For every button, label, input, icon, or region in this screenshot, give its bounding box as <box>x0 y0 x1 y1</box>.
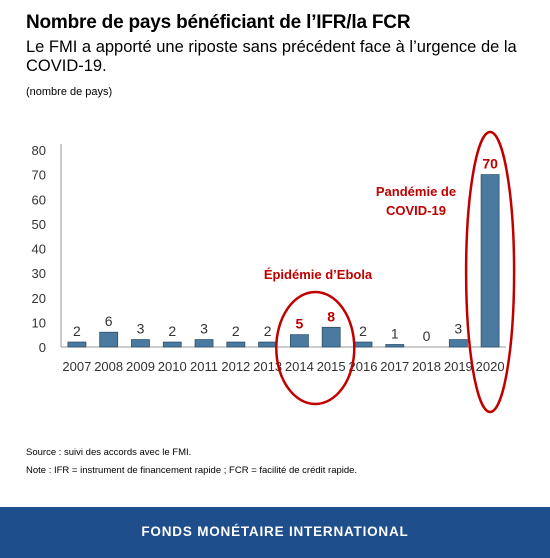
bar-2012 <box>226 341 246 348</box>
x-tick-label: 2007 <box>62 359 91 374</box>
abbreviation-note: Note : IFR = instrument de financement r… <box>26 465 358 476</box>
x-tick-label: 2015 <box>317 359 346 374</box>
x-tick-label: 2018 <box>412 359 441 374</box>
bar-2017 <box>385 344 405 348</box>
footer-banner: FONDS MONÉTAIRE INTERNATIONAL <box>0 507 550 558</box>
bar-2015 <box>321 326 341 348</box>
bar-2016 <box>353 341 373 348</box>
data-label-2010: 2 <box>168 323 176 339</box>
x-tick-label: 2012 <box>221 359 250 374</box>
x-tick-label: 2014 <box>285 359 314 374</box>
y-tick-label: 30 <box>32 266 46 281</box>
annotation-covid-line: Pandémie de <box>376 184 456 199</box>
x-tick-label: 2008 <box>94 359 123 374</box>
y-tick-label: 10 <box>32 315 46 330</box>
covid-highlight-ellipse <box>464 130 516 414</box>
x-tick-label: 2020 <box>476 359 505 374</box>
data-label-2014: 5 <box>295 316 303 332</box>
x-tick-label: 2017 <box>380 359 409 374</box>
y-tick-label: 50 <box>32 217 46 232</box>
chart-subtitle: Le FMI a apporté une riposte sans précéd… <box>26 38 517 75</box>
annotation-ebola: Épidémie d’Ebola <box>264 267 373 282</box>
x-tick-label: 2019 <box>444 359 473 374</box>
data-label-2016: 2 <box>359 323 367 339</box>
bar-2020 <box>480 174 500 348</box>
data-label-2007: 2 <box>73 323 81 339</box>
y-tick-label: 40 <box>32 242 46 257</box>
x-tick-label: 2013 <box>253 359 282 374</box>
data-label-2009: 3 <box>137 321 145 337</box>
data-label-2011: 3 <box>200 321 208 337</box>
x-tick-label: 2016 <box>349 359 378 374</box>
bar-2007 <box>67 341 87 348</box>
y-tick-label: 60 <box>32 192 46 207</box>
bar-2009 <box>131 339 150 348</box>
y-tick-label: 20 <box>32 291 46 306</box>
data-label-2020: 70 <box>482 156 498 172</box>
bar-2011 <box>194 339 214 348</box>
bar-2013 <box>258 341 278 348</box>
data-label-2015: 8 <box>327 308 335 324</box>
data-label-2008: 6 <box>105 313 113 329</box>
y-tick-label: 80 <box>32 143 46 158</box>
ebola-highlight-ellipse <box>275 290 356 406</box>
organization-name: FONDS MONÉTAIRE INTERNATIONAL <box>141 524 409 539</box>
x-tick-label: 2009 <box>126 359 155 374</box>
data-label-2019: 3 <box>454 321 462 337</box>
bar-2010 <box>162 341 182 348</box>
source-note: Source : suivi des accords avec le FMI. <box>26 447 192 458</box>
data-label-2013: 2 <box>264 323 272 339</box>
bar-2014 <box>289 334 309 348</box>
y-tick-label: 70 <box>32 168 46 183</box>
bar-2019 <box>448 339 468 348</box>
x-tick-label: 2010 <box>158 359 187 374</box>
bar-2008 <box>99 331 119 348</box>
data-label-2018: 0 <box>423 328 431 344</box>
y-tick-label: 0 <box>39 340 46 355</box>
unit-label: (nombre de pays) <box>26 86 113 98</box>
x-tick-label: 2011 <box>190 359 218 374</box>
data-label-2017: 1 <box>391 326 399 342</box>
bar-chart: 0102030405060708022007620083200922010320… <box>32 130 516 414</box>
chart-title: Nombre de pays bénéficiant de l’IFR/la F… <box>26 12 411 33</box>
data-label-2012: 2 <box>232 323 240 339</box>
annotation-covid-line: COVID-19 <box>386 203 446 218</box>
